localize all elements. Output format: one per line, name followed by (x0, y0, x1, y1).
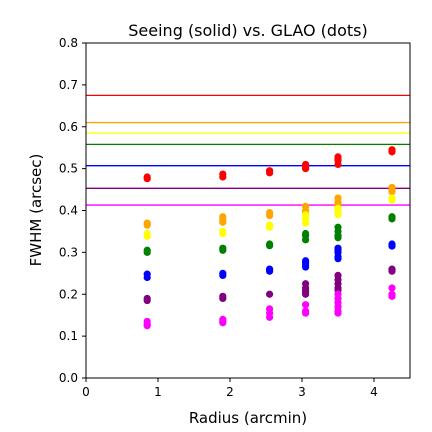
glao-point-6-18 (388, 284, 396, 292)
x-tick-label: 1 (154, 385, 162, 399)
glao-point-2-3 (219, 229, 227, 238)
glao-point-4-3 (219, 271, 227, 280)
glao-point-3-12 (334, 232, 342, 240)
glao-point-4-14 (334, 246, 342, 254)
glao-point-4-1 (143, 273, 151, 282)
glao-point-2-1 (143, 232, 151, 241)
glao-point-1-4 (219, 218, 227, 226)
y-tick-label: 0.0 (59, 371, 78, 385)
plot-frame (85, 42, 411, 379)
y-tick-label: 0.5 (59, 162, 78, 176)
glao-point-2-7 (302, 219, 310, 227)
glao-point-6-2 (143, 322, 151, 330)
glao-point-3-3 (219, 246, 227, 254)
glao-point-0-3 (219, 173, 227, 181)
chart-title: Seeing (solid) vs. GLAO (dots) (128, 21, 367, 40)
glao-point-0-12 (334, 155, 342, 163)
glao-point-5-16 (388, 267, 396, 275)
x-tick-label: 4 (370, 385, 378, 399)
glao-point-0-11 (334, 160, 342, 169)
glao-point-4-5 (266, 267, 274, 275)
glao-point-4-12 (334, 255, 342, 263)
glao-point-5-4 (266, 290, 274, 298)
glao-point-5-1 (143, 296, 151, 305)
x-tick-label: 0 (82, 385, 90, 399)
glao-point-6-5 (219, 319, 227, 327)
glao-point-1-16 (388, 188, 396, 196)
glao-point-2-14 (388, 196, 396, 204)
glao-point-1-6 (266, 211, 274, 220)
glao-point-3-7 (302, 236, 310, 244)
glao-point-5-3 (219, 294, 227, 303)
glao-point-2-5 (266, 221, 274, 229)
glao-point-6-17 (334, 309, 342, 317)
glao-point-6-8 (266, 313, 274, 321)
y-tick-label: 0.7 (59, 78, 78, 92)
y-tick-label: 0.2 (59, 287, 78, 301)
y-axis-label: FWHM (arcsec) (27, 154, 45, 267)
x-tick-label: 2 (226, 385, 234, 399)
glao-point-3-8 (302, 229, 310, 238)
glao-point-2-12 (334, 204, 342, 213)
y-tick-label: 0.6 (59, 120, 78, 134)
glao-point-1-1 (143, 221, 151, 229)
y-tick-label: 0.4 (59, 204, 78, 218)
glao-point-2-8 (302, 211, 310, 219)
glao-point-3-14 (388, 215, 396, 223)
glao-point-4-9 (302, 261, 310, 269)
glao-point-4-16 (388, 242, 396, 250)
y-tick-label: 0.3 (59, 245, 78, 259)
glao-point-5-9 (302, 288, 310, 296)
glao-point-0-1 (143, 175, 151, 183)
glao-point-6-11 (302, 309, 310, 317)
glao-point-0-5 (266, 169, 274, 177)
x-axis-label: Radius (arcmin) (189, 409, 307, 427)
glao-point-3-1 (143, 248, 151, 256)
glao-point-6-20 (388, 292, 396, 300)
y-tick-label: 0.8 (59, 36, 78, 50)
y-tick-label: 0.1 (59, 329, 78, 343)
glao-point-3-5 (266, 242, 274, 250)
glao-point-0-8 (302, 162, 310, 171)
glao-point-0-14 (388, 148, 396, 156)
glao-point-6-9 (302, 301, 310, 309)
plot-area (86, 94, 410, 330)
x-tick-label: 3 (298, 385, 306, 399)
